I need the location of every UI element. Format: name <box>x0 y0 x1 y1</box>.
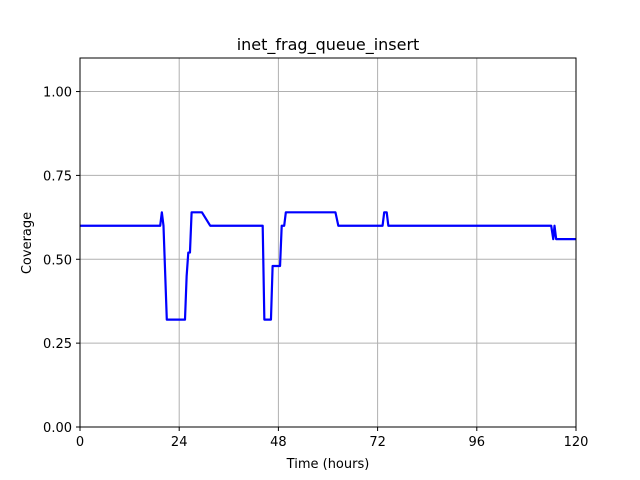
x-tick-label: 0 <box>76 435 84 450</box>
y-tick-label: 0.00 <box>43 421 72 436</box>
y-tick-label: 1.00 <box>43 86 72 101</box>
series-line <box>80 211 576 321</box>
x-tick-label: 72 <box>369 435 386 450</box>
y-axis-label: Coverage <box>20 212 35 274</box>
x-tick-label: 48 <box>270 435 287 450</box>
x-tick-label: 24 <box>171 435 188 450</box>
chart-title: inet_frag_queue_insert <box>237 35 420 55</box>
series-group <box>80 211 576 321</box>
axis-ticks: 0 24 48 72 96 120 0.00 0.25 0.50 0.75 1.00 <box>43 86 588 450</box>
x-tick-label: 96 <box>469 435 486 450</box>
x-tick-label: 120 <box>564 435 589 450</box>
y-tick-label: 0.25 <box>43 337 72 352</box>
plot-frame <box>79 57 577 428</box>
x-axis-label: Time (hours) <box>286 457 370 472</box>
y-tick-label: 0.75 <box>43 169 72 184</box>
y-tick-label: 0.50 <box>43 253 72 268</box>
